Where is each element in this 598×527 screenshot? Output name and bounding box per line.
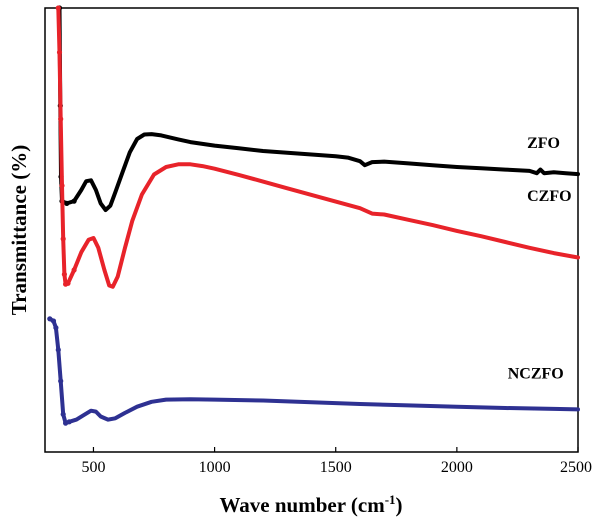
series-line-nczfo: [47, 316, 580, 426]
data-point: [58, 116, 64, 122]
series-line-zfo: [57, 6, 580, 212]
data-point: [60, 236, 66, 242]
series-label-nczfo: NCZFO: [508, 366, 564, 383]
x-tick-label: 2500: [560, 459, 592, 476]
series-label-czfo: CZFO: [527, 188, 571, 205]
x-axis-title-suffix: ): [396, 493, 403, 517]
x-axis-title-sup: -1: [385, 492, 396, 507]
data-point: [61, 271, 67, 277]
x-tick-label: 1500: [320, 459, 352, 476]
series-label-zfo: ZFO: [527, 135, 560, 152]
x-tick-label: 1000: [199, 459, 231, 476]
data-point: [50, 318, 57, 324]
series-line-czfo: [56, 6, 580, 289]
data-point: [53, 325, 59, 331]
series-layer: [47, 5, 580, 426]
data-point: [64, 200, 70, 206]
data-point: [58, 378, 64, 384]
data-point: [65, 280, 71, 286]
data-point: [55, 347, 61, 353]
x-ticks: 500 1000 1500 2000 2500: [81, 447, 592, 476]
series-nczfo: [47, 316, 580, 426]
plot-frame: [44, 7, 579, 453]
data-point: [56, 49, 63, 56]
x-tick-label: 2000: [441, 459, 473, 476]
data-point: [71, 267, 77, 273]
data-point: [66, 419, 72, 425]
series-czfo: [55, 5, 580, 289]
data-point: [60, 411, 66, 417]
series-zfo: [56, 5, 580, 212]
y-axis-title: Transmittance (%): [7, 145, 31, 316]
data-point: [59, 183, 65, 189]
data-point: [55, 5, 61, 11]
data-point: [71, 198, 77, 204]
series-labels: ZFO CZFO NCZFO: [508, 135, 572, 383]
x-tick-label: 500: [81, 459, 105, 476]
x-axis-title: Wave number (cm-1): [219, 492, 402, 517]
x-axis-title-main: Wave number (cm: [219, 493, 385, 517]
